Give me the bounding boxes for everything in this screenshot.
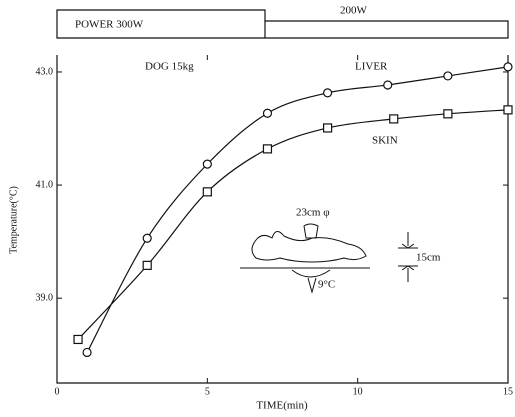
data-point (83, 348, 91, 356)
data-point (143, 261, 151, 269)
data-point (324, 89, 332, 97)
annotation: DOG 15kg (145, 61, 194, 73)
annotation: 15cm (416, 252, 441, 264)
data-point (263, 145, 271, 153)
y-axis-label: Temperature(°C) (8, 186, 19, 254)
x-tick-label: 10 (353, 386, 363, 397)
data-point (444, 72, 452, 80)
data-point (203, 160, 211, 168)
data-point (203, 188, 211, 196)
x-tick-label: 5 (205, 386, 210, 397)
x-tick-label: 15 (503, 386, 513, 397)
annotation: 23cm φ (296, 207, 330, 219)
data-point (504, 63, 512, 71)
data-point (504, 106, 512, 114)
axis-frame (57, 55, 508, 383)
data-point (324, 124, 332, 132)
data-point (384, 81, 392, 89)
y-tick-label: 43.0 (36, 66, 54, 77)
y-tick-label: 39.0 (36, 292, 54, 303)
power-label: 200W (340, 5, 368, 17)
data-point (74, 335, 82, 343)
power-label: POWER 300W (75, 19, 144, 31)
data-point (263, 109, 271, 117)
data-point (143, 234, 151, 242)
y-tick-label: 41.0 (36, 179, 54, 190)
series-label: LIVER (355, 61, 388, 73)
series-line (78, 110, 508, 340)
x-axis-label: TIME(min) (256, 400, 308, 412)
chart: POWER 300W 200W DOG 15kg LIVER SKIN 23cm… (0, 0, 515, 417)
data-point (390, 115, 398, 123)
data-point (444, 110, 452, 118)
series-label: SKIN (372, 135, 398, 147)
x-tick-label: 0 (55, 386, 60, 397)
annotation: 9°C (318, 279, 335, 291)
